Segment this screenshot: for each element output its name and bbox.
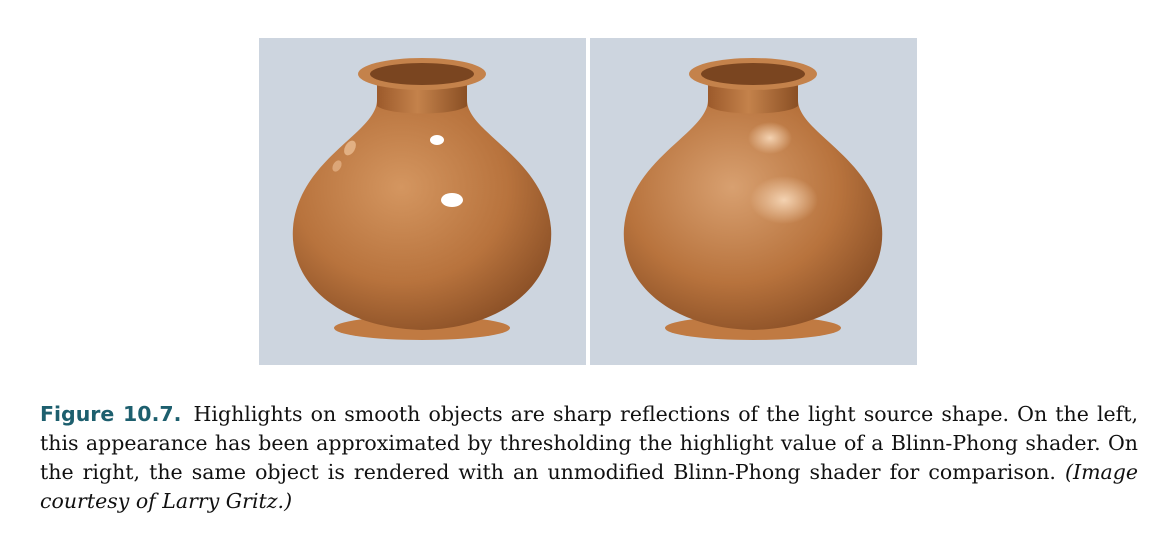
figure-label: Figure 10.7. [40,402,182,426]
left-panel [259,38,586,365]
vase-thresholded-image [292,58,552,340]
caption-text: Highlights on smooth objects are sharp r… [40,402,1138,484]
figure [259,38,917,365]
right-panel [590,38,917,365]
vase-blinn-phong-image [623,58,883,340]
image-credit: (Image courtesy of Larry Gritz.) [40,460,1138,513]
figure-caption: Figure 10.7. Highlights on smooth object… [40,400,1138,516]
